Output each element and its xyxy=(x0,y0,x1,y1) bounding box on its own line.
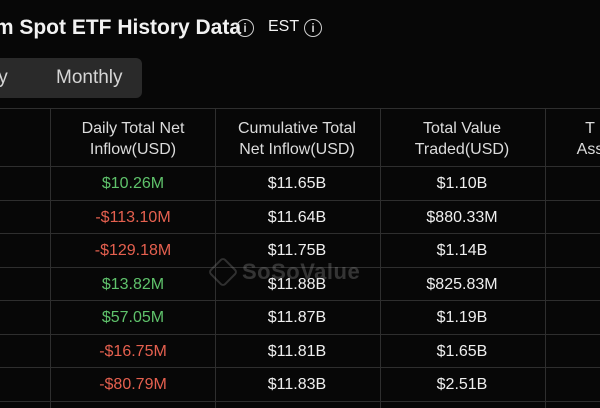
table-row[interactable]: 26 $13.82M $11.88B $825.83M xyxy=(0,267,600,301)
tab-monthly[interactable]: Monthly xyxy=(56,67,123,88)
table-row[interactable]: 6 -$80.79M $11.83B $2.51B xyxy=(0,367,600,401)
row-divider xyxy=(0,367,600,368)
traded-cell: $880.33M xyxy=(426,208,498,226)
row-divider xyxy=(0,108,600,109)
traded-cell: $1.19B xyxy=(436,309,488,326)
daily-cell: -$129.18M xyxy=(94,242,172,259)
column-header: Cumulative Total Net Inflow(USD) xyxy=(238,120,356,158)
row-divider xyxy=(0,300,600,301)
row-divider xyxy=(0,166,600,167)
table-row[interactable]: 26 $10.26M $11.65B $1.10B xyxy=(0,166,600,200)
cumulative-cell: $11.83B xyxy=(267,376,327,393)
column-divider xyxy=(50,108,51,408)
row-divider xyxy=(0,199,600,201)
traded-cell: $2.51B xyxy=(436,376,488,393)
column-divider xyxy=(380,108,381,408)
date-cell: 26 xyxy=(0,175,60,193)
tab-weekly[interactable]: ekly xyxy=(0,67,8,88)
daily-cell: $13.82M xyxy=(101,275,165,293)
row-divider xyxy=(0,400,600,402)
traded-cell: $1.14B xyxy=(436,242,488,259)
cumulative-cell: $11.75B xyxy=(267,242,327,259)
row-divider xyxy=(0,266,600,268)
date-cell: 6 xyxy=(0,343,60,361)
daily-cell: -$80.79M xyxy=(99,376,167,393)
info-icon[interactable]: i xyxy=(304,19,322,37)
cumulative-cell: $11.65B xyxy=(267,175,327,192)
timezone-label: EST xyxy=(268,18,300,35)
cumulative-cell: $11.87B xyxy=(267,309,327,326)
watermark: SoSoValue xyxy=(207,256,361,288)
column-header: Total Value Traded(USD) xyxy=(414,120,510,158)
table-row[interactable]: 26 -$113.10M $11.64B $880.33M xyxy=(0,200,600,234)
row-divider xyxy=(0,233,600,234)
period-tabs: ekly Monthly xyxy=(0,58,142,98)
cumulative-cell: $11.88B xyxy=(267,275,327,293)
column-header: Daily Total Net Inflow(USD) xyxy=(81,120,185,158)
row-divider xyxy=(0,333,600,335)
table-row[interactable]: 6 -$16.75M $11.81B $1.65B xyxy=(0,334,600,368)
date-cell: 26 xyxy=(0,242,60,260)
table-row[interactable]: 26 -$129.18M $11.75B $1.14B xyxy=(0,233,600,267)
page-title: um Spot ETF History Data xyxy=(0,16,242,39)
info-icon[interactable]: i xyxy=(236,19,254,37)
column-divider xyxy=(545,108,546,408)
traded-cell: $825.83M xyxy=(426,275,498,293)
daily-cell: $10.26M xyxy=(101,175,165,192)
traded-cell: $1.65B xyxy=(436,342,488,360)
date-cell: 26 xyxy=(0,209,60,227)
daily-cell: -$113.10M xyxy=(95,208,171,226)
traded-cell: $1.10B xyxy=(436,175,488,192)
daily-cell: -$16.75M xyxy=(99,342,167,360)
daily-cell: $57.05M xyxy=(101,309,165,326)
cumulative-cell: $11.81B xyxy=(267,342,327,360)
sosovalue-logo-icon xyxy=(207,256,239,288)
date-cell: 26 xyxy=(0,276,60,294)
date-cell: 6 xyxy=(0,309,60,327)
column-divider xyxy=(215,108,216,408)
column-header: T Ass xyxy=(576,120,600,158)
watermark-text: SoSoValue xyxy=(242,259,361,284)
cumulative-cell: $11.64B xyxy=(267,208,327,226)
date-cell: 6 xyxy=(0,376,60,394)
table-row[interactable]: 6 $57.05M $11.87B $1.19B xyxy=(0,300,600,334)
